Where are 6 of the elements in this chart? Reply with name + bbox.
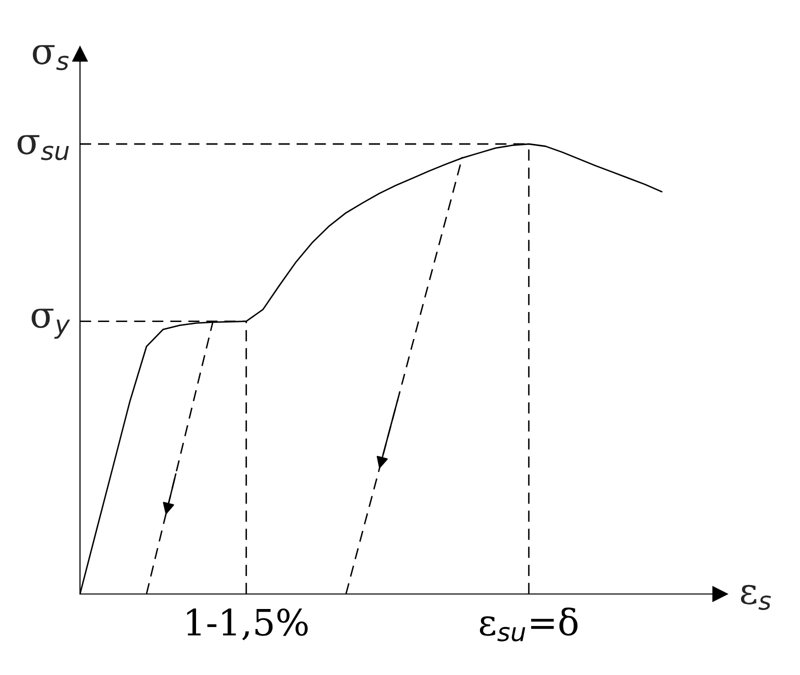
ref-line-label: σ$_{y}$ — [32, 308, 70, 339]
x-tick-label: 1-1,5% — [187, 608, 308, 640]
y-axis-title: σ$_{s}$ — [32, 45, 69, 70]
x-axis-title: ε$_{s}$ — [740, 584, 771, 610]
x-tick-label: ε$_{su}$=δ — [480, 608, 578, 642]
ref-line-label: σ$_{su}$ — [18, 135, 69, 160]
